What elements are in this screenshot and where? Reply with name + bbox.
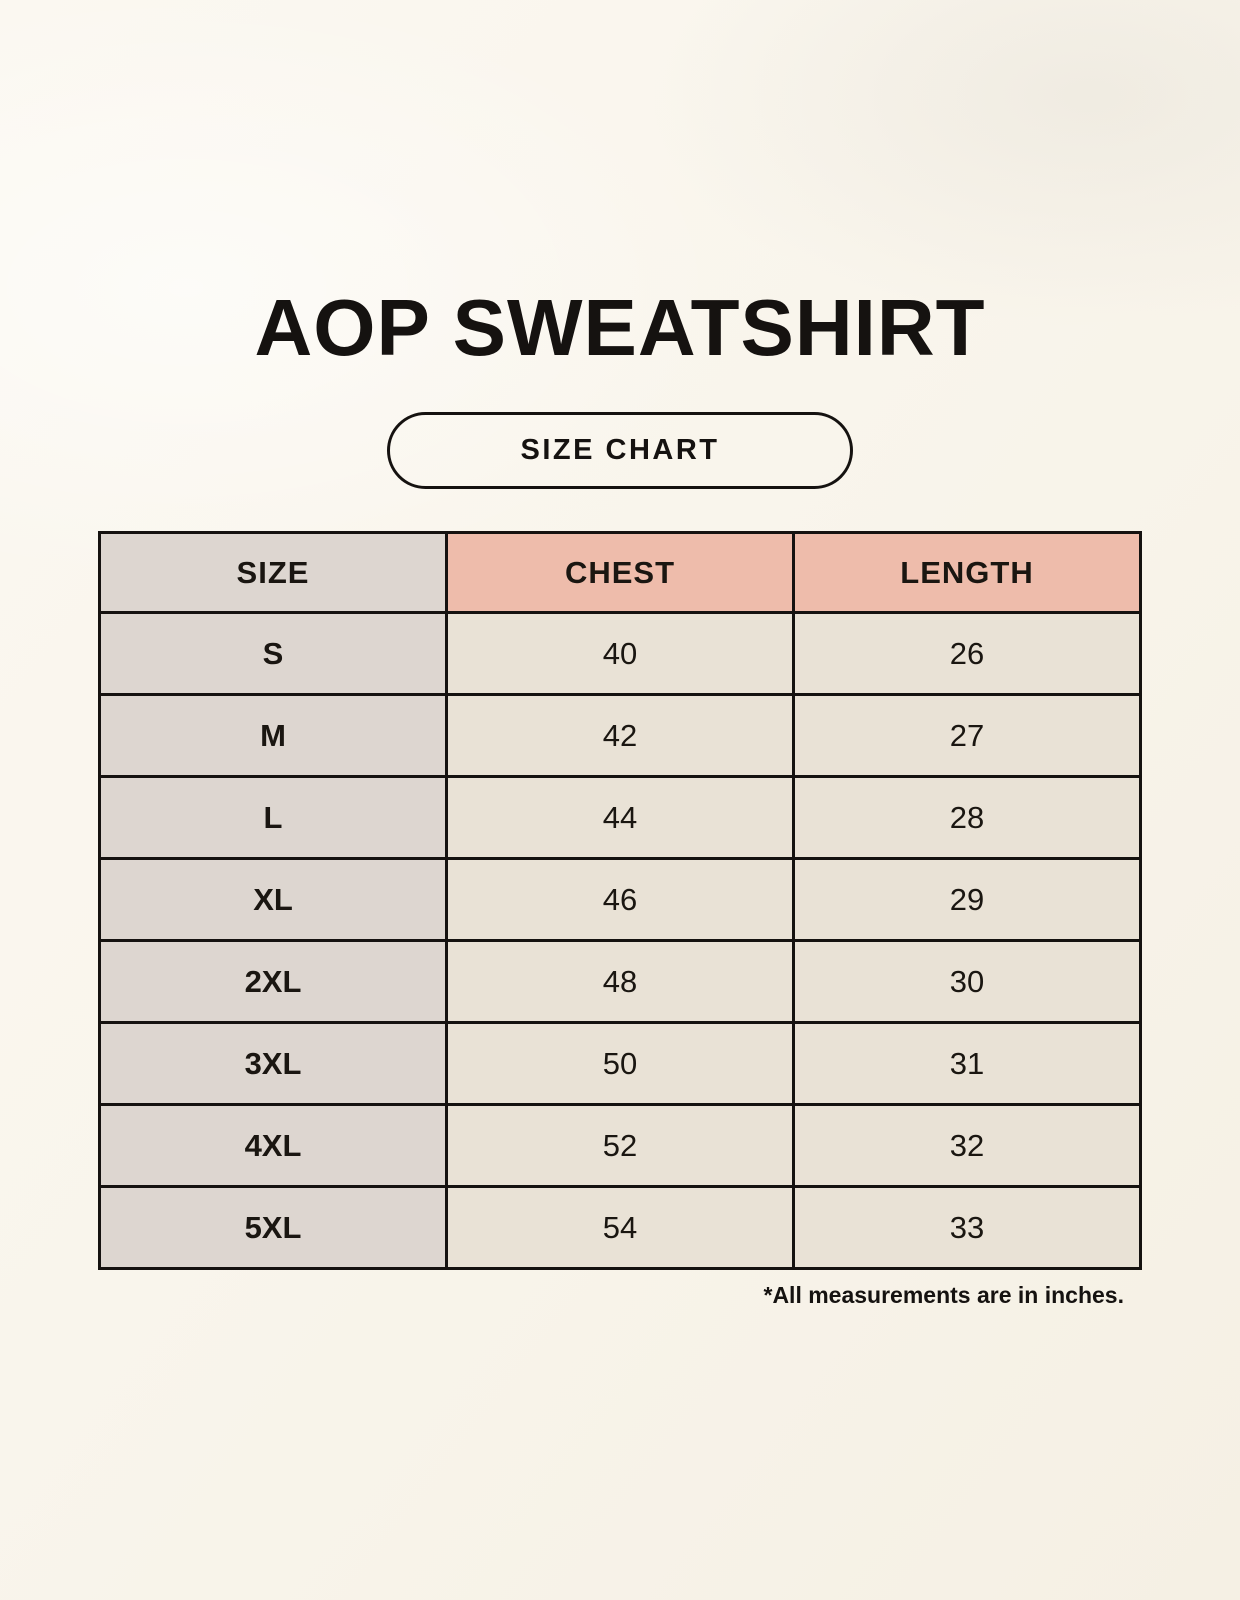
- size-chart-badge-label: SIZE CHART: [520, 434, 720, 466]
- size-cell: 5XL: [98, 1185, 448, 1270]
- size-cell: 2XL: [98, 939, 448, 1024]
- length-cell: 33: [792, 1185, 1142, 1270]
- length-cell: 31: [792, 1021, 1142, 1106]
- size-cell: M: [98, 693, 448, 778]
- size-cell: S: [98, 611, 448, 696]
- page-title: AOP SWEATSHIRT: [254, 283, 986, 372]
- length-cell: 29: [792, 857, 1142, 942]
- size-table-header: SIZE CHEST LENGTH: [98, 531, 1142, 614]
- size-table: SIZE CHEST LENGTH S 40 26 M 42 27 L 44 2…: [98, 531, 1142, 1270]
- chest-cell: 42: [445, 693, 795, 778]
- size-cell: XL: [98, 857, 448, 942]
- length-cell: 32: [792, 1103, 1142, 1188]
- size-cell: 4XL: [98, 1103, 448, 1188]
- chest-cell: 46: [445, 857, 795, 942]
- chest-cell: 44: [445, 775, 795, 860]
- size-cell: L: [98, 775, 448, 860]
- table-row: L 44 28: [98, 775, 1142, 860]
- length-cell: 26: [792, 611, 1142, 696]
- header-row: SIZE CHEST LENGTH: [98, 531, 1142, 614]
- column-header-chest: CHEST: [445, 531, 795, 614]
- table-row: 4XL 52 32: [98, 1103, 1142, 1188]
- size-table-body: S 40 26 M 42 27 L 44 28 XL 46 29 2XL 48: [98, 611, 1142, 1270]
- table-row: 5XL 54 33: [98, 1185, 1142, 1270]
- chest-cell: 50: [445, 1021, 795, 1106]
- table-row: 3XL 50 31: [98, 1021, 1142, 1106]
- size-cell: 3XL: [98, 1021, 448, 1106]
- length-cell: 28: [792, 775, 1142, 860]
- chest-cell: 54: [445, 1185, 795, 1270]
- length-cell: 27: [792, 693, 1142, 778]
- table-row: XL 46 29: [98, 857, 1142, 942]
- size-chart-badge[interactable]: SIZE CHART: [387, 412, 853, 489]
- table-row: S 40 26: [98, 611, 1142, 696]
- column-header-length: LENGTH: [792, 531, 1142, 614]
- length-cell: 30: [792, 939, 1142, 1024]
- column-header-size: SIZE: [98, 531, 448, 614]
- chest-cell: 48: [445, 939, 795, 1024]
- table-row: 2XL 48 30: [98, 939, 1142, 1024]
- chest-cell: 52: [445, 1103, 795, 1188]
- measurements-footnote: *All measurements are in inches.: [763, 1282, 1125, 1308]
- table-row: M 42 27: [98, 693, 1142, 778]
- chest-cell: 40: [445, 611, 795, 696]
